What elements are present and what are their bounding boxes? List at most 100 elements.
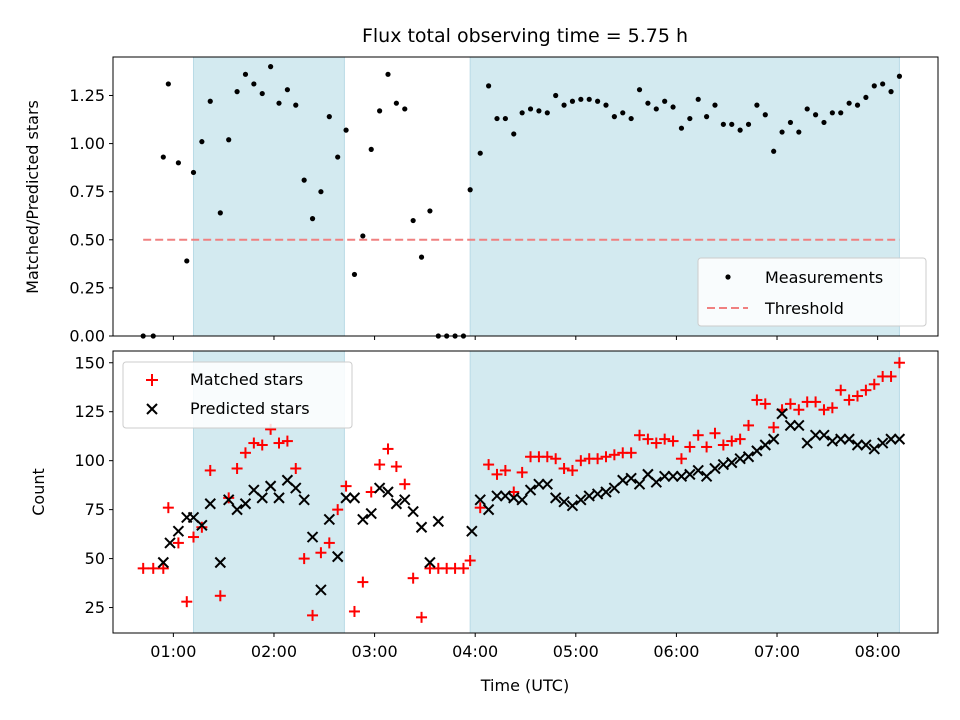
measurement-point xyxy=(662,98,668,104)
top-y-tick-label: 0.75 xyxy=(69,182,105,201)
predicted-star-point xyxy=(264,480,277,492)
predicted-star-point xyxy=(298,494,310,506)
measurement-point xyxy=(309,216,316,222)
matched-star-point xyxy=(709,427,721,439)
matched-star-point xyxy=(843,394,855,406)
predicted-star-point xyxy=(204,498,216,510)
matched-star-point xyxy=(357,576,369,588)
bottom-x-tick-label: 07:00 xyxy=(754,642,800,661)
predicted-star-point xyxy=(843,433,855,445)
measurement-point xyxy=(762,112,768,118)
top-y-tick-label: 1.00 xyxy=(69,134,105,153)
bottom-x-tick-label: 08:00 xyxy=(855,642,901,661)
matched-star-point xyxy=(516,466,528,478)
predicted-star-point xyxy=(323,513,336,526)
matched-star-point xyxy=(223,492,235,504)
predicted-star-point xyxy=(399,494,411,506)
measurement-point xyxy=(251,81,257,87)
matched-star-point xyxy=(323,537,335,549)
predicted-star-point xyxy=(499,490,512,502)
measurement-point xyxy=(645,100,651,106)
measurement-point xyxy=(880,81,886,87)
top-y-tick-label: 0.25 xyxy=(69,278,105,297)
matched-star-point xyxy=(566,464,578,476)
predicted-star-point xyxy=(617,474,629,486)
predicted-star-point xyxy=(625,472,637,484)
measurement-point xyxy=(190,169,197,176)
measurement-point xyxy=(368,146,374,152)
matched-star-point xyxy=(256,439,268,451)
matched-star-point xyxy=(592,453,604,465)
bottom-y-axis-label: Count xyxy=(29,468,48,516)
measurement-point xyxy=(754,102,760,108)
predicted-star-point xyxy=(541,478,554,490)
legend-matched-label: Matched stars xyxy=(190,370,303,389)
matched-star-point xyxy=(157,562,169,574)
measurement-point xyxy=(427,208,433,214)
predicted-star-point xyxy=(650,476,662,488)
predicted-star-point xyxy=(558,496,570,508)
predicted-star-point xyxy=(231,503,243,516)
bottom-x-axis-label: Time (UTC) xyxy=(480,676,569,695)
predicted-star-point xyxy=(407,505,419,518)
top-x-ticks xyxy=(172,336,879,340)
predicted-star-point xyxy=(533,478,545,490)
legend-measurements-label: Measurements xyxy=(765,268,883,287)
bottom-x-tick-label: 02:00 xyxy=(251,642,297,661)
matched-star-point xyxy=(810,396,822,408)
measurement-point xyxy=(259,90,265,97)
predicted-star-point xyxy=(759,439,771,451)
bottom-legend-box xyxy=(122,361,353,429)
measurement-point xyxy=(301,177,307,183)
matched-star-point xyxy=(315,547,327,559)
matched-star-point xyxy=(204,464,216,476)
measurement-point xyxy=(703,114,710,120)
predicted-star-point xyxy=(549,492,562,504)
matched-star-point xyxy=(541,451,553,463)
predicted-star-point xyxy=(491,490,503,502)
measurement-point xyxy=(896,73,903,79)
matched-star-point xyxy=(374,459,386,471)
measurement-point xyxy=(377,108,383,114)
matched-star-point xyxy=(550,453,562,465)
matched-star-point xyxy=(575,455,587,467)
predicted-star-point xyxy=(809,429,822,441)
predicted-star-point xyxy=(692,464,704,477)
measurement-point xyxy=(771,148,777,154)
predicted-star-point xyxy=(751,445,763,457)
matched-star-point xyxy=(642,433,654,445)
measurement-point xyxy=(494,115,500,122)
matched-star-point xyxy=(634,429,646,441)
matched-star-point xyxy=(290,463,302,474)
measurement-point xyxy=(160,154,166,160)
predicted-star-point xyxy=(466,525,478,537)
chart-title: Flux total observing time = 5.75 h xyxy=(362,25,688,47)
measurement-point xyxy=(207,98,213,104)
measurement-point xyxy=(812,112,819,118)
measurement-point xyxy=(628,115,634,122)
predicted-star-point xyxy=(793,419,805,432)
predicted-star-point xyxy=(390,498,403,510)
predicted-star-point xyxy=(575,494,587,506)
predicted-star-point xyxy=(826,435,839,447)
matched-star-point xyxy=(231,463,243,474)
measurement-point xyxy=(293,102,299,108)
predicted-star-point xyxy=(214,556,227,569)
predicted-star-point xyxy=(726,456,738,469)
measurement-point xyxy=(586,96,592,102)
predicted-star-point xyxy=(365,507,377,520)
predicted-star-point xyxy=(709,462,721,475)
matched-star-point xyxy=(457,562,469,574)
predicted-star-point xyxy=(239,498,252,510)
measurement-point xyxy=(578,96,584,102)
legend-predicted-marker xyxy=(146,403,158,415)
measurement-point xyxy=(544,110,550,116)
matched-star-point xyxy=(248,437,260,449)
measurement-point xyxy=(226,137,232,143)
matched-star-point xyxy=(214,590,226,602)
matched-star-point xyxy=(340,480,352,492)
bottom-y-tick-label: 100 xyxy=(74,451,105,470)
bottom-y-tick-label: 150 xyxy=(74,353,105,372)
observing-window-shade xyxy=(469,350,900,634)
